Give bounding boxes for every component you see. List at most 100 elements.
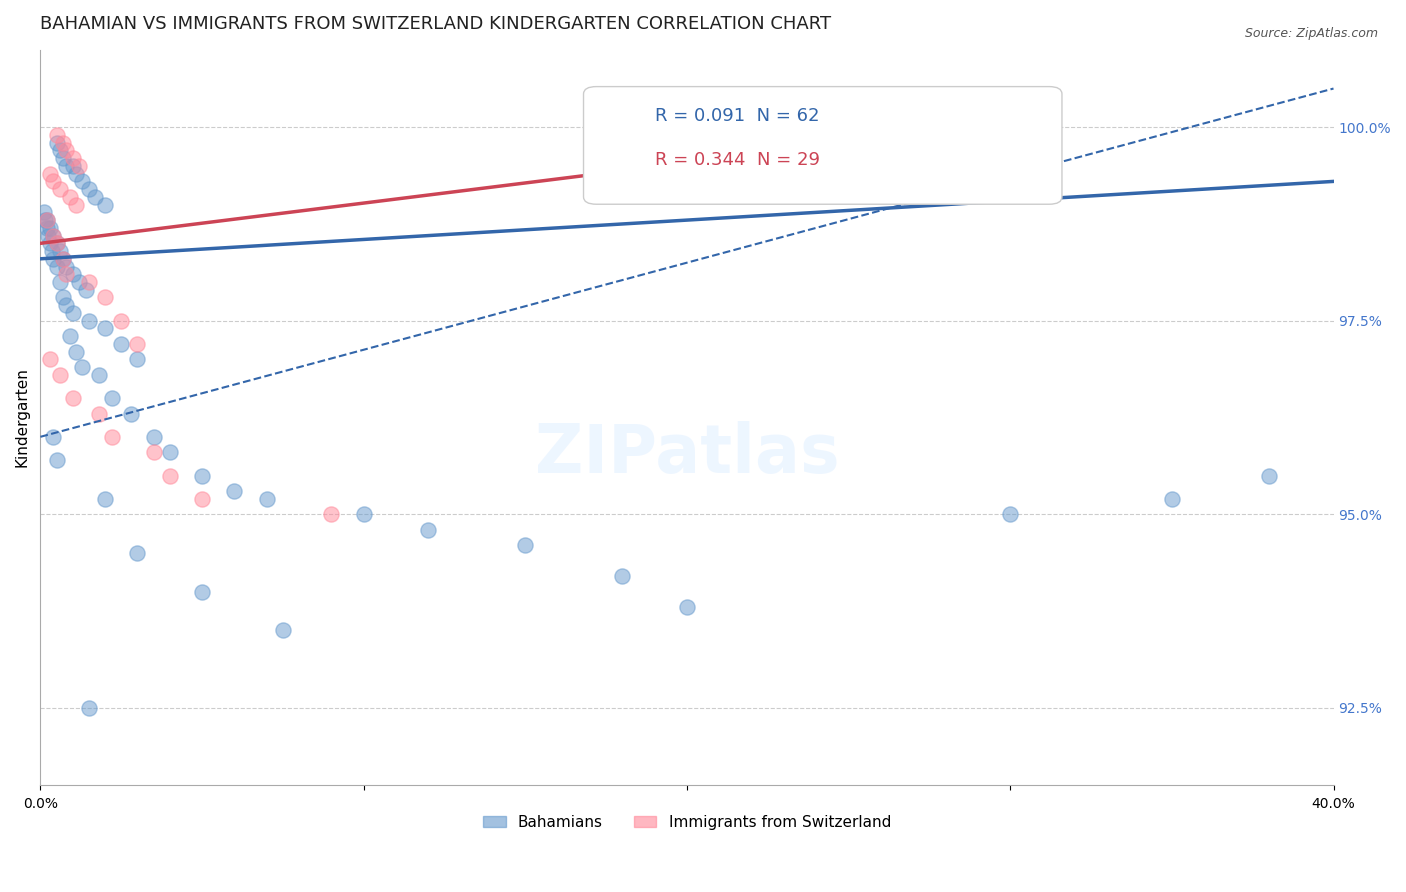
Point: [120, 407, 142, 421]
Point: [62, 306, 84, 320]
Point: [49, 144, 72, 158]
Point: [45, 128, 67, 142]
Point: [110, 337, 132, 351]
Point: [321, 507, 343, 521]
Point: [94, 291, 117, 305]
Point: [65, 344, 87, 359]
Point: [191, 491, 214, 506]
Point: [67, 159, 90, 173]
Point: [110, 314, 132, 328]
Text: R = 0.091  N = 62: R = 0.091 N = 62: [655, 107, 820, 125]
Point: [35, 213, 58, 227]
Point: [676, 128, 699, 142]
Point: [62, 159, 84, 173]
Point: [100, 391, 122, 405]
Point: [127, 337, 149, 351]
Point: [45, 236, 67, 251]
Point: [55, 267, 77, 281]
Point: [49, 244, 72, 258]
Point: [94, 491, 117, 506]
Point: [77, 182, 100, 196]
Point: [77, 275, 100, 289]
Point: [191, 584, 214, 599]
Point: [65, 197, 87, 211]
Point: [39, 220, 62, 235]
Point: [37, 228, 59, 243]
Point: [55, 260, 77, 274]
Point: [191, 468, 214, 483]
Point: [256, 491, 278, 506]
Point: [87, 407, 110, 421]
Point: [49, 275, 72, 289]
Point: [52, 252, 75, 266]
Point: [55, 144, 77, 158]
Point: [45, 453, 67, 467]
Point: [62, 267, 84, 281]
Point: [72, 174, 94, 188]
Point: [35, 220, 58, 235]
Point: [42, 430, 65, 444]
Point: [353, 507, 375, 521]
Point: [84, 190, 107, 204]
Text: Source: ZipAtlas.com: Source: ZipAtlas.com: [1244, 27, 1378, 40]
Point: [62, 391, 84, 405]
Point: [49, 182, 72, 196]
Point: [1257, 468, 1279, 483]
Text: ZIPatlas: ZIPatlas: [534, 421, 839, 487]
Point: [55, 159, 77, 173]
Point: [45, 136, 67, 150]
FancyBboxPatch shape: [583, 87, 1062, 204]
Point: [55, 298, 77, 312]
Point: [67, 275, 90, 289]
Point: [94, 321, 117, 335]
Text: R = 0.344  N = 29: R = 0.344 N = 29: [655, 151, 820, 169]
Point: [39, 352, 62, 367]
Point: [32, 205, 55, 219]
Point: [45, 236, 67, 251]
Point: [142, 445, 165, 459]
Text: 0.0%: 0.0%: [22, 797, 58, 811]
Point: [127, 546, 149, 560]
Point: [127, 352, 149, 367]
Point: [77, 700, 100, 714]
Point: [49, 368, 72, 382]
Point: [42, 228, 65, 243]
Point: [62, 151, 84, 165]
Point: [42, 228, 65, 243]
Point: [224, 483, 246, 498]
Point: [52, 291, 75, 305]
Point: [72, 360, 94, 375]
Point: [41, 244, 63, 258]
Point: [52, 136, 75, 150]
Text: 40.0%: 40.0%: [1312, 797, 1355, 811]
Text: BAHAMIAN VS IMMIGRANTS FROM SWITZERLAND KINDERGARTEN CORRELATION CHART: BAHAMIAN VS IMMIGRANTS FROM SWITZERLAND …: [41, 15, 831, 33]
Point: [612, 569, 634, 583]
Point: [100, 430, 122, 444]
Point: [65, 167, 87, 181]
Point: [676, 600, 699, 615]
Point: [35, 213, 58, 227]
Point: [39, 167, 62, 181]
Point: [142, 430, 165, 444]
Point: [159, 445, 181, 459]
Point: [1000, 507, 1022, 521]
Point: [42, 252, 65, 266]
Point: [418, 523, 440, 537]
Point: [515, 538, 537, 552]
Point: [34, 213, 56, 227]
Legend: Bahamians, Immigrants from Switzerland: Bahamians, Immigrants from Switzerland: [477, 809, 897, 837]
Point: [58, 329, 80, 343]
Y-axis label: Kindergarten: Kindergarten: [15, 368, 30, 467]
Point: [271, 624, 294, 638]
Point: [94, 197, 117, 211]
Point: [42, 174, 65, 188]
Point: [39, 236, 62, 251]
Point: [77, 314, 100, 328]
Point: [87, 368, 110, 382]
Point: [52, 151, 75, 165]
Point: [75, 283, 97, 297]
Point: [1160, 491, 1182, 506]
Point: [159, 468, 181, 483]
Point: [58, 190, 80, 204]
Point: [52, 252, 75, 266]
